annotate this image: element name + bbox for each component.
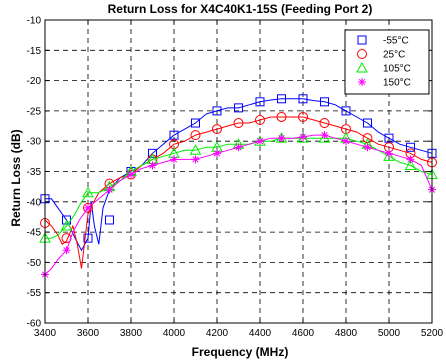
data-point-marker (277, 134, 286, 143)
legend-box (344, 29, 430, 95)
data-point-marker (190, 130, 201, 141)
data-point-marker (212, 106, 222, 116)
data-point-marker (191, 118, 200, 128)
data-point-marker (234, 103, 243, 113)
data-point-marker (213, 149, 221, 158)
series-line (44, 116, 433, 269)
data-point-marker (60, 220, 73, 231)
chart-title: Return Loss for X4C40K1-15S (Feeding Por… (108, 2, 373, 16)
data-point-marker (276, 111, 287, 122)
data-point-marker (148, 148, 157, 158)
x-tick-label: 4800 (335, 328, 358, 339)
y-axis-label: Return Loss (dB) (9, 129, 23, 226)
data-point-marker (169, 130, 179, 140)
data-point-marker (255, 114, 265, 125)
y-axis-ticks: -60 -55 -50 -45 -40 -35 -30 -25 -20 -15 -10 (27, 16, 432, 330)
data-point-marker (362, 133, 373, 144)
legend-marker (358, 78, 366, 86)
series-line (44, 134, 433, 275)
y-tick-label: -20 (27, 76, 42, 87)
data-point-marker (363, 143, 372, 152)
x-axis-label: Frequency (MHz) (192, 345, 289, 359)
series-layer (39, 94, 438, 279)
y-tick-label: -55 (27, 288, 42, 299)
data-point-marker (298, 94, 308, 104)
data-point-marker (105, 215, 114, 225)
data-point-marker (82, 186, 94, 198)
legend-label: 105°C (383, 64, 411, 75)
x-tick-label: 4200 (206, 328, 229, 339)
data-point-marker (385, 149, 393, 158)
data-point-marker (342, 137, 350, 146)
y-tick-label: -45 (27, 228, 42, 239)
data-point-marker (83, 233, 93, 243)
series-line (45, 137, 433, 239)
data-point-marker (406, 155, 415, 164)
y-tick-label: -40 (27, 197, 42, 208)
data-point-marker (341, 106, 351, 116)
x-tick-label: 5200 (421, 328, 444, 339)
data-point-marker (363, 118, 372, 128)
data-point-marker (255, 97, 265, 107)
data-point-marker (233, 118, 244, 129)
data-point-marker (83, 202, 93, 213)
data-point-marker (234, 143, 243, 152)
data-point-marker (170, 155, 178, 164)
legend-marker (357, 35, 367, 45)
data-point-marker (320, 131, 329, 140)
data-point-marker (62, 246, 71, 255)
data-point-marker (212, 124, 222, 135)
legend-label: 150°C (383, 78, 411, 89)
y-tick-label: -15 (27, 46, 42, 57)
legend-label: 25°C (383, 50, 405, 61)
data-point-marker (404, 159, 417, 170)
x-tick-label: 4000 (163, 328, 186, 339)
x-tick-label: 4600 (292, 328, 315, 339)
data-point-marker (319, 118, 330, 129)
grid-lines (45, 20, 432, 323)
x-tick-label: 3800 (120, 328, 143, 339)
data-point-marker (84, 203, 92, 212)
data-point-marker (298, 111, 308, 122)
x-tick-label: 5000 (378, 328, 401, 339)
legend-label: -55°C (383, 36, 409, 47)
data-point-marker (320, 97, 329, 107)
x-tick-label: 3600 (77, 328, 100, 339)
y-tick-label: -35 (27, 167, 42, 178)
x-tick-label: 3400 (34, 328, 57, 339)
y-tick-label: -30 (27, 137, 42, 148)
data-point-marker (105, 185, 114, 194)
data-point-marker (277, 94, 286, 104)
legend: -55°C 25°C 105°C 150°C (344, 29, 430, 95)
legend-marker (356, 61, 368, 73)
data-point-marker (406, 142, 415, 152)
y-tick-label: -50 (27, 258, 42, 269)
data-point-marker (191, 155, 200, 164)
y-tick-label: -25 (27, 106, 42, 117)
data-point-marker (256, 137, 264, 146)
data-point-marker (384, 133, 394, 143)
data-point-marker (127, 170, 135, 179)
x-axis-ticks: 3400 3600 3800 4000 4200 4400 4600 4800 5000 5200 (34, 20, 444, 339)
y-tick-label: -60 (27, 319, 42, 330)
legend-marker (357, 49, 367, 59)
x-tick-label: 4400 (249, 328, 272, 339)
y-tick-label: -10 (27, 16, 42, 27)
data-point-marker (189, 144, 202, 155)
data-point-marker (148, 161, 157, 170)
data-point-marker (299, 132, 307, 141)
